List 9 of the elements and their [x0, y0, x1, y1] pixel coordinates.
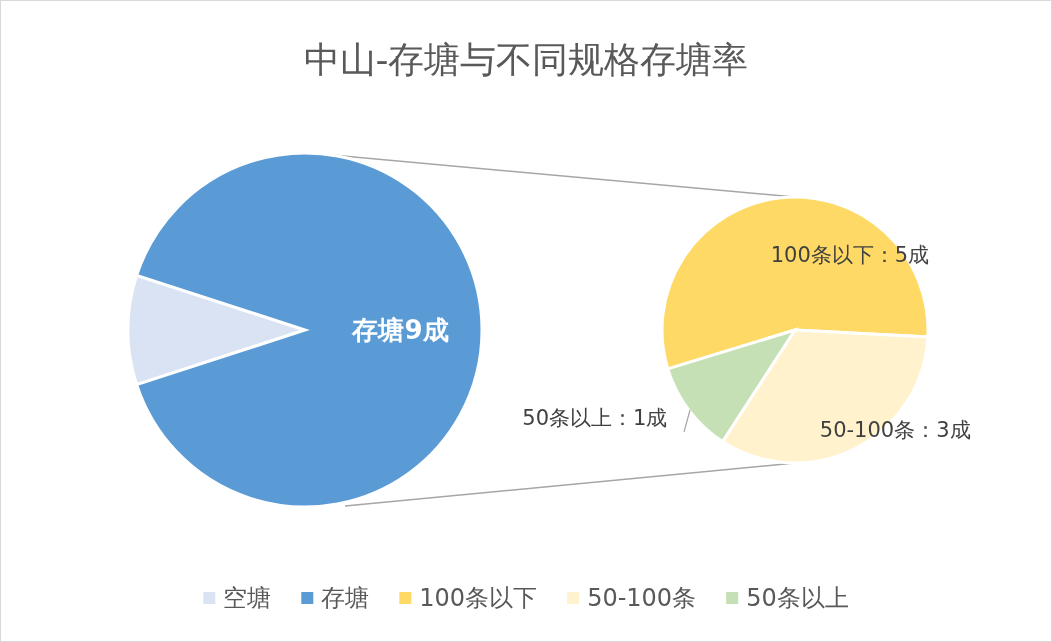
legend-label: 存塘 — [321, 584, 370, 612]
data-label: 50-100条：3成 — [819, 418, 971, 443]
legend-label: 100条以下 — [419, 584, 538, 612]
legend-label: 50条以上 — [746, 584, 849, 612]
data-label: 50条以上：1成 — [522, 406, 668, 431]
legend-label: 空塘 — [223, 584, 272, 612]
chart-title: 中山-存塘与不同规格存塘率 — [303, 39, 749, 80]
data-label: 存塘9成 — [351, 315, 449, 345]
legend-label: 50-100条 — [587, 584, 697, 612]
